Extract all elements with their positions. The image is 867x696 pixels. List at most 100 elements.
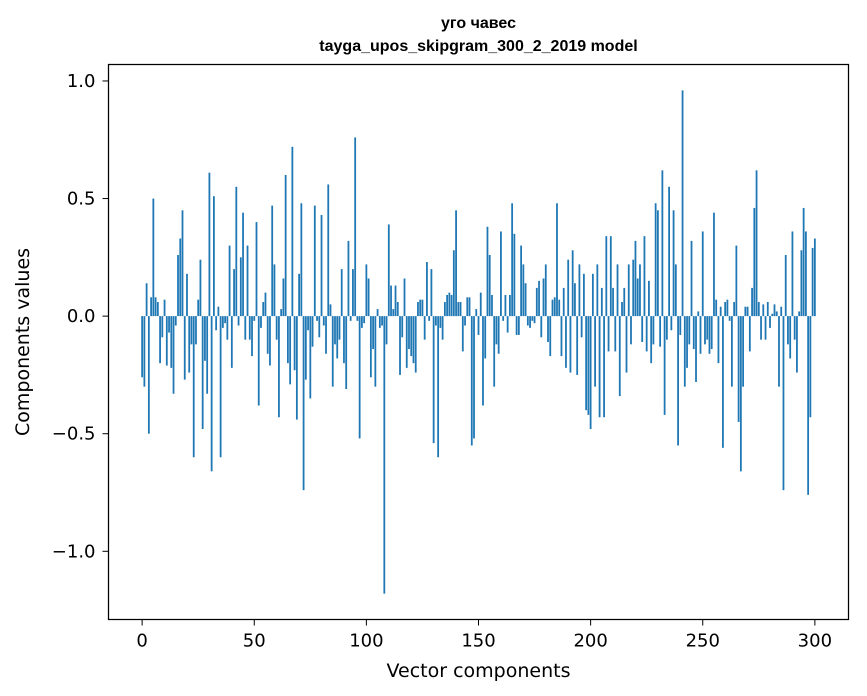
bar-284 (778, 316, 780, 387)
bar-97 (358, 316, 361, 439)
bar-184 (553, 297, 556, 317)
bar-181 (547, 316, 549, 342)
x-tick-label: 150 (461, 631, 495, 652)
bar-272 (751, 287, 753, 317)
bar-9 (161, 316, 164, 338)
bar-233 (663, 316, 666, 415)
bar-105 (376, 309, 379, 317)
bar-189 (565, 316, 567, 368)
bar-156 (491, 294, 493, 317)
bar-188 (562, 287, 565, 317)
bar-169 (520, 245, 522, 317)
bar-11 (165, 316, 168, 366)
bar-27 (201, 316, 204, 430)
bar-146 (468, 297, 471, 317)
bar-159 (497, 316, 500, 354)
bar-99 (363, 316, 366, 324)
bar-209 (609, 236, 612, 317)
bar-75 (309, 316, 312, 399)
bar-217 (627, 264, 630, 317)
bar-157 (493, 316, 496, 387)
bar-186 (558, 299, 561, 317)
bar-178 (540, 316, 543, 338)
bar-254 (710, 316, 713, 350)
bar-214 (621, 302, 623, 317)
bar-29 (206, 316, 209, 394)
bar-158 (495, 316, 498, 345)
bar-94 (352, 269, 354, 317)
bar-249 (699, 316, 702, 354)
bar-174 (531, 316, 534, 321)
bar-120 (410, 316, 413, 357)
bar-58 (271, 205, 274, 317)
bar-35 (219, 316, 222, 458)
bar-253 (708, 316, 711, 354)
bar-66 (289, 316, 292, 385)
bar-63 (282, 278, 285, 317)
bar-248 (697, 311, 700, 317)
bar-115 (399, 316, 401, 375)
bar-104 (374, 316, 377, 387)
bar-109 (385, 316, 388, 345)
bar-252 (706, 316, 709, 340)
bar-107 (381, 316, 383, 326)
bar-32 (213, 196, 215, 317)
bar-153 (484, 316, 487, 359)
bar-5 (152, 198, 155, 317)
bar-40 (230, 316, 233, 368)
bar-96 (356, 316, 359, 321)
bar-287 (784, 254, 787, 317)
y-tick-label: 0.5 (67, 189, 96, 210)
bar-152 (482, 316, 484, 406)
bar-108 (383, 316, 386, 594)
bar-194 (576, 316, 579, 375)
bar-245 (690, 240, 693, 317)
bar-62 (280, 309, 283, 317)
bar-89 (340, 269, 343, 317)
bar-43 (237, 316, 240, 326)
bar-110 (387, 224, 390, 317)
bar-295 (802, 207, 805, 317)
bar-72 (302, 316, 305, 491)
bar-50 (253, 316, 256, 321)
bar-201 (591, 273, 594, 317)
bar-113 (394, 285, 397, 317)
bar-129 (430, 269, 433, 317)
plot-frame (107, 63, 850, 621)
bar-2 (145, 283, 148, 317)
bar-294 (800, 250, 803, 317)
bar-173 (529, 316, 531, 328)
bar-84 (329, 304, 332, 317)
bar-277 (762, 304, 765, 317)
bar-234 (665, 316, 668, 340)
bar-268 (742, 316, 744, 387)
bar-114 (396, 302, 399, 317)
bar-68 (293, 316, 296, 371)
bar-34 (217, 306, 220, 317)
bar-203 (596, 264, 599, 317)
bar-278 (764, 316, 767, 340)
bar-48 (248, 316, 251, 340)
bar-134 (441, 316, 444, 340)
bar-71 (300, 203, 303, 317)
bar-206 (603, 316, 605, 418)
chart-subtitle: tayga_upos_skipgram_300_2_2019 model (319, 38, 637, 55)
bar-65 (287, 316, 289, 364)
bar-12 (168, 316, 170, 333)
bar-45 (242, 212, 244, 317)
bar-270 (746, 306, 749, 317)
bar-180 (544, 264, 547, 317)
bar-116 (401, 316, 404, 338)
bar-24 (195, 316, 197, 345)
bar-30 (208, 172, 211, 317)
bar-57 (269, 316, 271, 366)
bar-6 (154, 297, 157, 317)
bar-300 (813, 238, 816, 317)
bar-212 (616, 264, 619, 317)
bar-250 (701, 231, 704, 317)
bar-74 (307, 316, 309, 331)
bar-241 (681, 90, 684, 317)
bar-69 (295, 316, 298, 420)
bar-177 (538, 280, 540, 317)
bar-187 (560, 316, 563, 357)
